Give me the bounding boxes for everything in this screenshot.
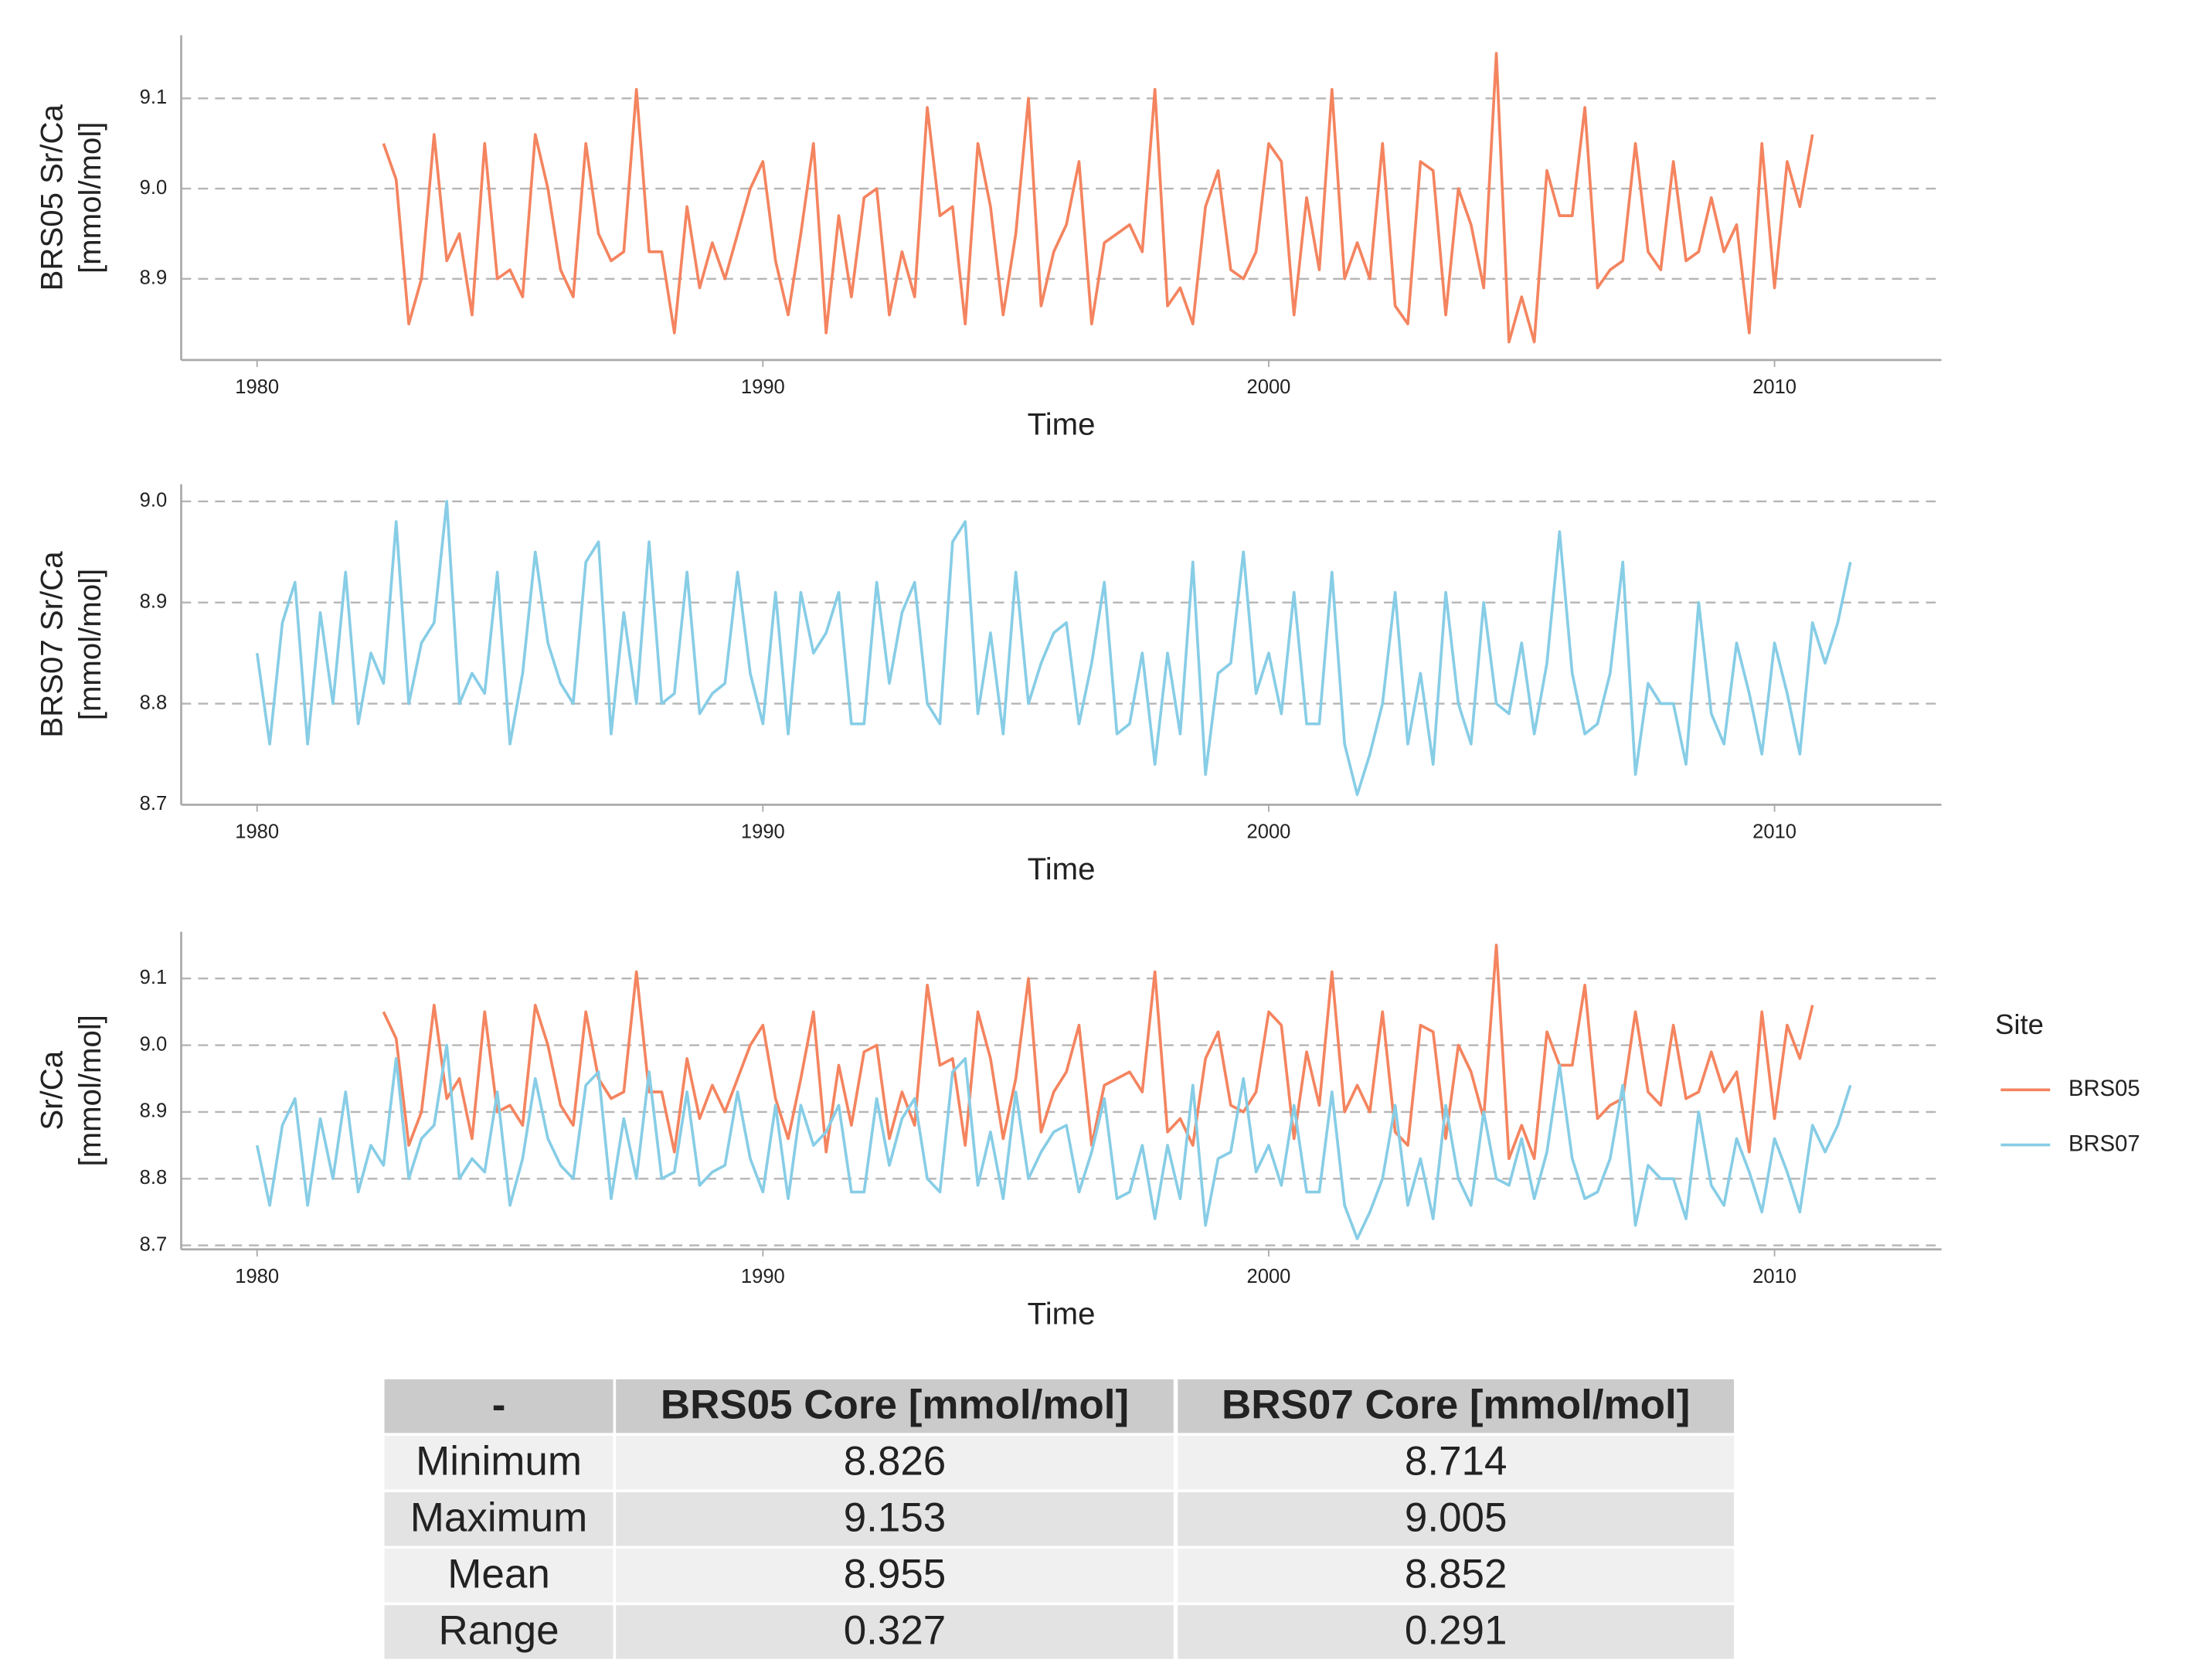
x-axis-title: Time (1028, 406, 1096, 441)
x-tick-label: 1990 (741, 1266, 785, 1287)
x-tick-label: 1990 (741, 376, 785, 398)
x-tick-label: 2010 (1752, 821, 1796, 843)
y-axis-title: BRS07 Sr/Ca (35, 551, 70, 738)
x-axis-title: Time (1028, 852, 1096, 886)
y-tick-label: 9.0 (140, 490, 168, 512)
table-cell (616, 1605, 1174, 1659)
table-cell (1178, 1605, 1735, 1659)
table-cell (616, 1492, 1174, 1546)
table-cell-text: 8.826 (844, 1438, 947, 1484)
y-tick-label: 9.0 (140, 177, 168, 199)
x-tick-label: 2000 (1247, 821, 1291, 843)
table-cell (1178, 1549, 1735, 1603)
table-cell-text: 0.327 (844, 1608, 947, 1654)
table-header-cell (616, 1379, 1174, 1433)
table-cell (384, 1435, 614, 1490)
table-cell (1178, 1435, 1735, 1490)
table-cell-text: 8.955 (844, 1552, 947, 1597)
y-tick-label: 9.1 (140, 967, 168, 988)
y-axis-title: Sr/Ca (35, 1050, 70, 1130)
y-axis-title: [mmol/mol] (73, 122, 107, 274)
x-tick-label: 2010 (1752, 376, 1796, 398)
legend-label: BRS05 (2068, 1076, 2140, 1101)
table-cell-text: 8.852 (1405, 1552, 1507, 1597)
legend-title: Site (1995, 1008, 2044, 1040)
table-header-text: BRS05 Core [mmol/mol] (661, 1382, 1129, 1427)
x-tick-label: 2010 (1752, 1266, 1796, 1287)
data-line (255, 1043, 1852, 1240)
table-cell-text: Maximum (410, 1495, 588, 1541)
x-tick-label: 1980 (235, 1266, 279, 1287)
table-cell (616, 1435, 1174, 1490)
y-tick-label: 8.9 (140, 1100, 168, 1122)
table-cell-text: 9.153 (844, 1495, 947, 1541)
x-tick-label: 1980 (235, 376, 279, 398)
table-header-cell (384, 1379, 614, 1433)
legend-label: BRS07 (2068, 1131, 2140, 1156)
y-tick-label: 8.7 (140, 1233, 168, 1255)
y-axis-title: BRS05 Sr/Ca (35, 104, 70, 291)
table-cell-text: Minimum (416, 1438, 582, 1484)
table-cell-text: Mean (447, 1552, 550, 1597)
y-axis-title: [mmol/mol] (73, 569, 107, 720)
y-tick-label: 8.8 (140, 692, 168, 713)
x-tick-label: 1990 (741, 821, 785, 843)
table-cell-text: Range (439, 1608, 559, 1654)
table-cell (384, 1549, 614, 1603)
table-cell-text: 8.714 (1405, 1438, 1507, 1484)
y-tick-label: 8.9 (140, 267, 168, 289)
table-cell (384, 1492, 614, 1546)
x-axis-title: Time (1028, 1296, 1096, 1331)
y-tick-label: 9.1 (140, 87, 168, 108)
table-cell-text: 0.291 (1405, 1608, 1507, 1654)
data-line (382, 52, 1814, 344)
y-tick-label: 8.8 (140, 1167, 168, 1189)
table-header-text: BRS07 Core [mmol/mol] (1222, 1382, 1690, 1427)
table-header-text: - (492, 1382, 506, 1427)
y-tick-label: 9.0 (140, 1033, 168, 1055)
table-cell-text: 9.005 (1405, 1495, 1507, 1541)
x-tick-label: 2000 (1247, 376, 1291, 398)
y-tick-label: 8.9 (140, 590, 168, 612)
table-cell (384, 1605, 614, 1659)
table-cell (616, 1549, 1174, 1603)
table-header-cell (1178, 1379, 1735, 1433)
data-line (382, 944, 1814, 1161)
y-axis-title: [mmol/mol] (73, 1015, 107, 1166)
table-cell (1178, 1492, 1735, 1546)
x-tick-label: 2000 (1247, 1266, 1291, 1287)
data-line (255, 500, 1852, 797)
y-tick-label: 8.7 (140, 793, 168, 814)
x-tick-label: 1980 (235, 821, 279, 843)
